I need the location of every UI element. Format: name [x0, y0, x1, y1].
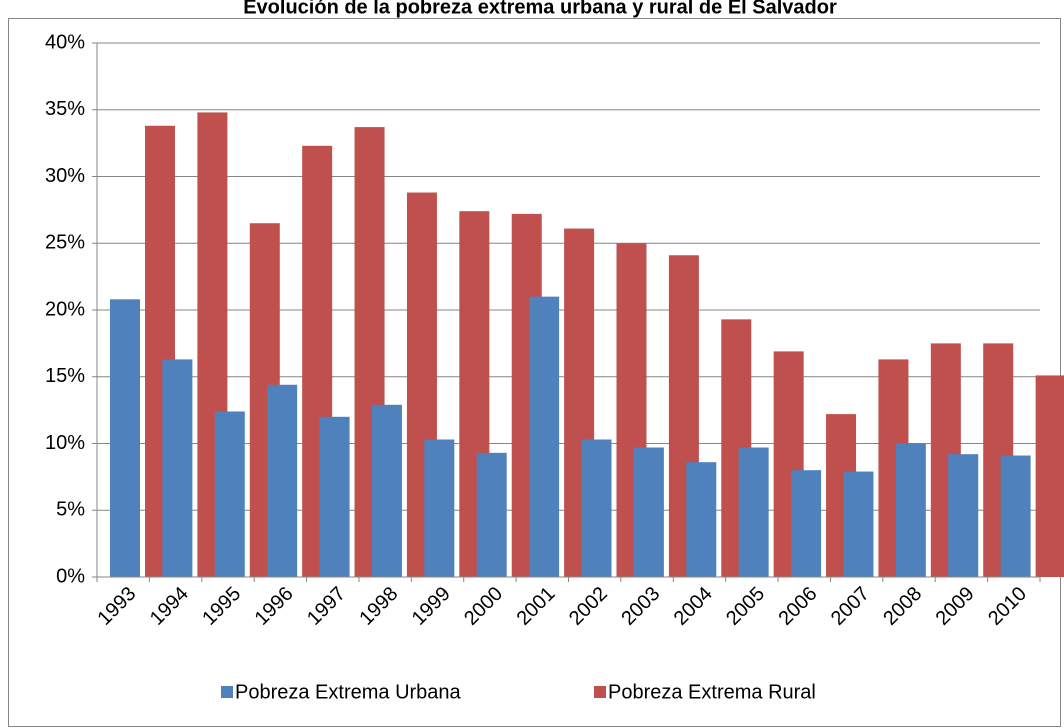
legend-label: Pobreza Extrema Rural [608, 681, 816, 703]
bar [529, 296, 560, 577]
legend-label: Pobreza Extrema Urbana [235, 681, 462, 703]
y-tick-label: 35% [45, 98, 85, 120]
bar [843, 471, 874, 577]
bar [1000, 455, 1031, 577]
y-tick-label: 0% [56, 565, 85, 587]
y-tick-label: 5% [56, 499, 85, 521]
y-tick-label: 15% [45, 365, 85, 387]
legend-swatch [594, 686, 606, 698]
bar [267, 384, 298, 577]
bar [1035, 375, 1064, 577]
chart-title: Evolución de la pobreza extrema urbana y… [243, 0, 837, 18]
bar [162, 359, 193, 577]
bar [110, 299, 140, 577]
bar [319, 416, 350, 577]
bar [686, 462, 717, 577]
legend-swatch [221, 686, 233, 698]
bar [948, 454, 979, 577]
y-tick-label: 30% [45, 165, 85, 187]
bar [371, 404, 402, 577]
bar [424, 439, 455, 577]
y-tick-label: 40% [45, 31, 85, 53]
bar [791, 470, 822, 577]
y-tick-label: 10% [45, 432, 85, 454]
bar [476, 452, 507, 577]
bar [633, 447, 664, 577]
y-tick-label: 25% [45, 232, 85, 254]
bar [895, 443, 926, 577]
bar [581, 439, 612, 577]
y-tick-label: 20% [45, 298, 85, 320]
bar [738, 447, 769, 577]
bar [214, 411, 245, 577]
